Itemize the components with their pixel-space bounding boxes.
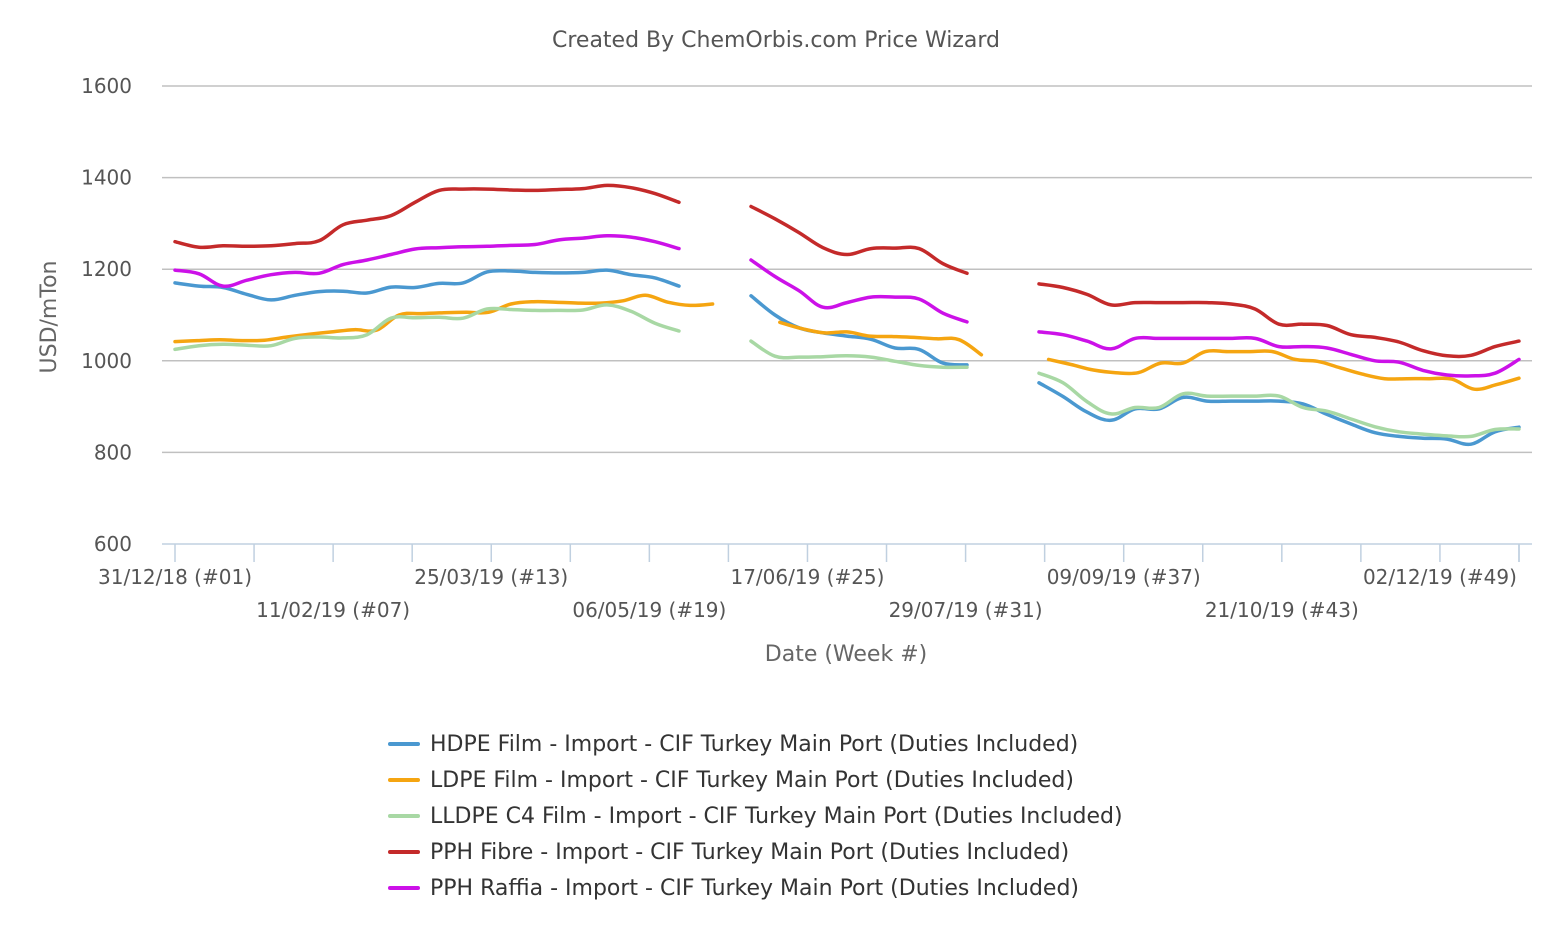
x-tick-label: 02/12/19 (#49) (1363, 565, 1517, 589)
legend-item[interactable]: LLDPE C4 Film - Import - CIF Turkey Main… (388, 798, 1123, 834)
series-line-4-segment-1 (173, 183, 681, 250)
chart-title: Created By ChemOrbis.com Price Wizard (551, 28, 1000, 53)
legend: HDPE Film - Import - CIF Turkey Main Por… (388, 726, 1123, 906)
y-tick-label: 1400 (81, 166, 132, 190)
x-tick-label: 11/02/19 (#07) (256, 598, 410, 622)
legend-label: HDPE Film - Import - CIF Turkey Main Por… (430, 731, 1079, 757)
legend-label: PPH Fibre - Import - CIF Turkey Main Por… (430, 839, 1070, 865)
legend-item[interactable]: LDPE Film - Import - CIF Turkey Main Por… (388, 762, 1123, 798)
legend-label: LLDPE C4 Film - Import - CIF Turkey Main… (430, 803, 1123, 829)
legend-label: LDPE Film - Import - CIF Turkey Main Por… (430, 767, 1074, 793)
series-line-2-segment-3 (1046, 348, 1521, 392)
x-tick-label: 06/05/19 (#19) (572, 598, 726, 622)
legend-swatch (388, 778, 420, 782)
series-line-1-segment-1 (173, 268, 681, 302)
legend-label: PPH Raffia - Import - CIF Turkey Main Po… (430, 875, 1079, 901)
series-line-5-segment-1 (173, 234, 681, 289)
y-tick-label: 1200 (81, 257, 132, 281)
series-line-2-segment-2 (778, 320, 984, 357)
x-tick-label: 29/07/19 (#31) (889, 598, 1043, 622)
series-line-5-segment-3 (1037, 330, 1521, 378)
x-tick-label: 31/12/18 (#01) (98, 565, 252, 589)
series-line-1-segment-3 (1037, 381, 1521, 447)
legend-swatch (388, 814, 420, 818)
y-tick-label: 1000 (81, 349, 132, 373)
legend-item[interactable]: HDPE Film - Import - CIF Turkey Main Por… (388, 726, 1123, 762)
series-line-3-segment-2 (749, 339, 969, 370)
y-tick-label: 600 (94, 532, 132, 556)
y-tick-label: 1600 (81, 74, 132, 98)
x-axis-title: Date (Week #) (765, 642, 927, 667)
series-line-3-segment-3 (1037, 371, 1521, 439)
legend-swatch (388, 742, 420, 746)
series-line-2-segment-1 (173, 293, 715, 344)
series-line-4-segment-2 (749, 204, 969, 276)
legend-swatch (388, 886, 420, 890)
y-axis-title: USD/mTon (37, 261, 62, 374)
legend-item[interactable]: PPH Fibre - Import - CIF Turkey Main Por… (388, 834, 1123, 870)
x-tick-label: 17/06/19 (#25) (730, 565, 884, 589)
y-tick-label: 800 (94, 440, 132, 464)
legend-swatch (388, 850, 420, 854)
series-line-4-segment-3 (1037, 282, 1521, 359)
x-tick-label: 21/10/19 (#43) (1205, 598, 1359, 622)
x-tick-label: 25/03/19 (#13) (414, 565, 568, 589)
series-line-1-segment-2 (749, 294, 969, 367)
x-tick-label: 09/09/19 (#37) (1047, 565, 1201, 589)
legend-item[interactable]: PPH Raffia - Import - CIF Turkey Main Po… (388, 870, 1123, 906)
series-line-3-segment-1 (173, 303, 681, 352)
series-line-5-segment-2 (749, 258, 969, 324)
